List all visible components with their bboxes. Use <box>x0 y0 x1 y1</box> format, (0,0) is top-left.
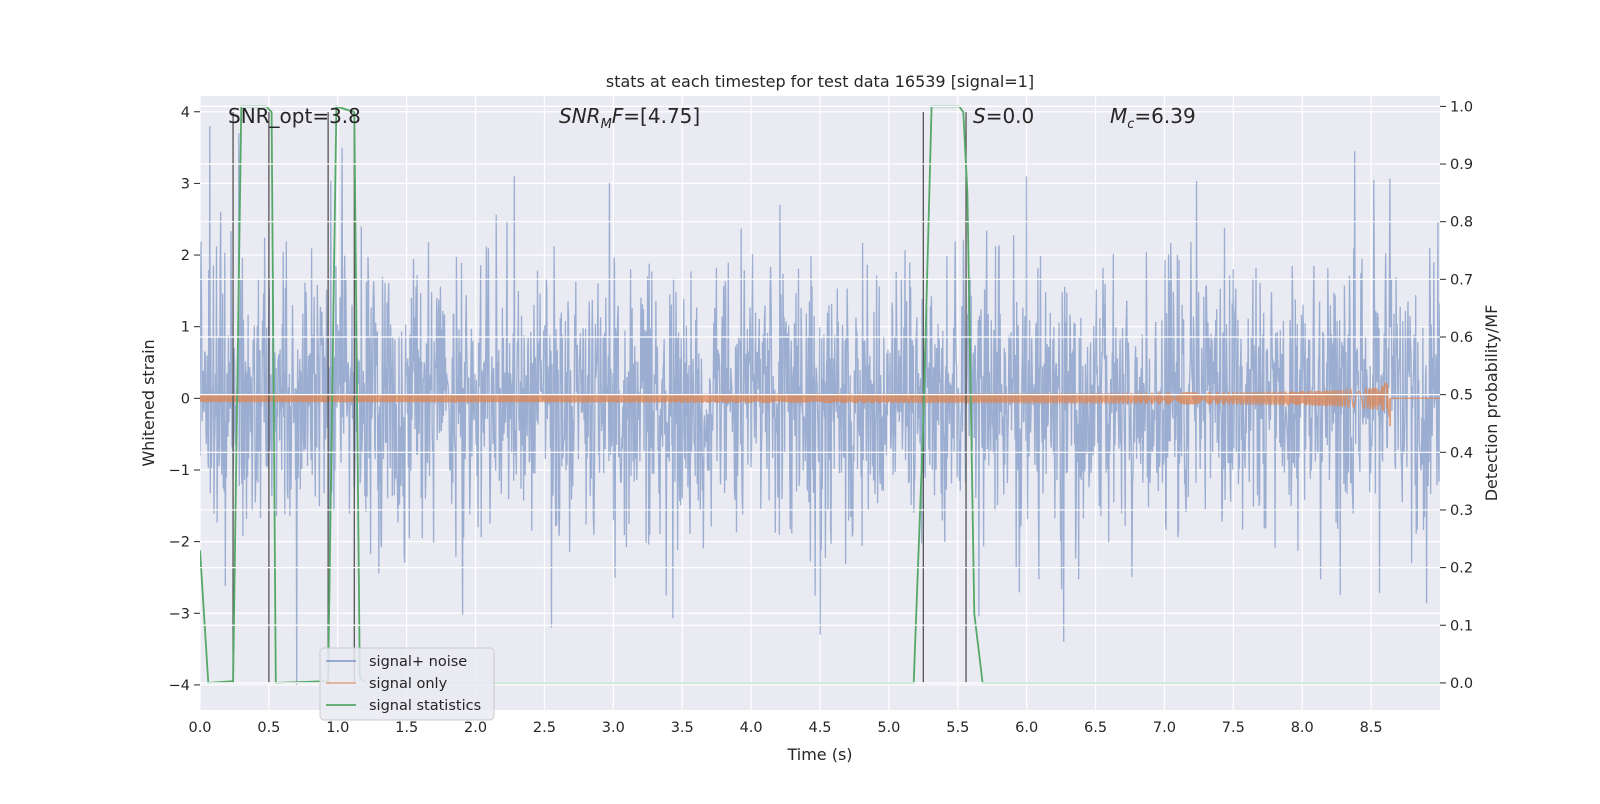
series-signal-plus-noise <box>200 126 1440 685</box>
annotation-mc-value: Mc=6.39 <box>1110 104 1196 132</box>
y-right-tick-label: 0.7 <box>1450 272 1473 288</box>
legend-label-stats: signal statistics <box>369 698 481 714</box>
x-tick-label: 2.5 <box>533 720 556 736</box>
y-left-tick-label: 3 <box>181 176 190 192</box>
y-left-ticks: 4 3 2 1 0 −1 −2 −3 −4 <box>169 105 200 694</box>
x-tick-label: 1.5 <box>395 720 418 736</box>
x-ticks: 0.0 0.5 1.0 1.5 2.0 2.5 3.0 3.5 4.0 4.5 5.0 5.5 6.0 6… <box>188 720 1382 736</box>
y-left-tick-label: 4 <box>181 105 190 121</box>
y-left-tick-label: −1 <box>169 463 190 479</box>
x-tick-label: 8.0 <box>1291 720 1314 736</box>
snr-mf-value: =[4.75] <box>623 104 700 128</box>
x-tick-label: 6.0 <box>1015 720 1038 736</box>
y-right-tick-label: 0.3 <box>1450 503 1473 519</box>
y-right-tick-label: 0.9 <box>1450 157 1473 173</box>
snr-mf-sub: M <box>601 117 612 132</box>
x-tick-label: 7.0 <box>1153 720 1176 736</box>
y-right-tick-label: 1.0 <box>1450 99 1473 115</box>
y-right-tick-label: 0.4 <box>1450 445 1473 461</box>
x-tick-label: 7.5 <box>1222 720 1245 736</box>
y-right-tick-label: 0.6 <box>1450 330 1473 346</box>
x-tick-label: 0.5 <box>257 720 280 736</box>
mc-sub: c <box>1127 117 1134 132</box>
right-grid-layer <box>200 105 1440 684</box>
x-tick-label: 2.0 <box>464 720 487 736</box>
y-right-tick-label: 0.1 <box>1450 618 1473 634</box>
y-right-tick-label: 0.8 <box>1450 215 1473 231</box>
noise-layer <box>200 126 1440 685</box>
y-axis-left-label: Whitened strain <box>139 339 158 466</box>
x-tick-label: 5.0 <box>877 720 900 736</box>
x-tick-label: 3.0 <box>602 720 625 736</box>
y-left-tick-label: −2 <box>169 535 190 551</box>
snr-mf-base: SNR <box>559 104 601 128</box>
y-left-tick-label: 2 <box>181 248 190 264</box>
y-axis-right-label: Detection probability/MF <box>1482 305 1501 502</box>
y-right-tick-label: 0.2 <box>1450 561 1473 577</box>
y-right-tick-label: 0.0 <box>1450 676 1473 692</box>
x-tick-label: 4.0 <box>740 720 763 736</box>
y-left-tick-label: −3 <box>169 606 190 622</box>
annotation-snr-mf: SNRMF=[4.75] <box>559 104 700 132</box>
y-left-tick-label: 0 <box>181 391 190 407</box>
y-left-tick-label: 1 <box>181 320 190 336</box>
x-tick-label: 0.0 <box>188 720 211 736</box>
y-left-tick-label: −4 <box>169 678 190 694</box>
annotation-s-value: S=0.0 <box>973 104 1034 128</box>
snr-mf-tail: F <box>612 104 624 128</box>
mc-value-text: =6.39 <box>1134 104 1195 128</box>
legend-label-signal: signal only <box>369 676 448 692</box>
annotation-snr-opt: SNR_opt=3.8 <box>228 104 361 128</box>
x-axis-label: Time (s) <box>786 745 852 764</box>
x-tick-label: 1.0 <box>326 720 349 736</box>
x-tick-label: 8.5 <box>1360 720 1383 736</box>
y-right-ticks: 1.0 0.9 0.8 0.7 0.6 0.5 0.4 0.3 0.2 0.1 0.0 <box>1440 99 1473 692</box>
x-tick-label: 4.5 <box>808 720 831 736</box>
legend: signal+ noise signal only signal statist… <box>319 647 495 721</box>
y-right-tick-label: 0.5 <box>1450 388 1473 404</box>
mc-base: M <box>1110 104 1127 128</box>
legend-box <box>319 647 495 721</box>
legend-label-noise: signal+ noise <box>369 654 467 670</box>
x-tick-label: 3.5 <box>671 720 694 736</box>
chart-title: stats at each timestep for test data 165… <box>606 72 1034 91</box>
x-tick-label: 5.5 <box>946 720 969 736</box>
s-base: S <box>973 104 986 128</box>
x-tick-label: 6.5 <box>1084 720 1107 736</box>
s-value-text: =0.0 <box>986 104 1035 128</box>
